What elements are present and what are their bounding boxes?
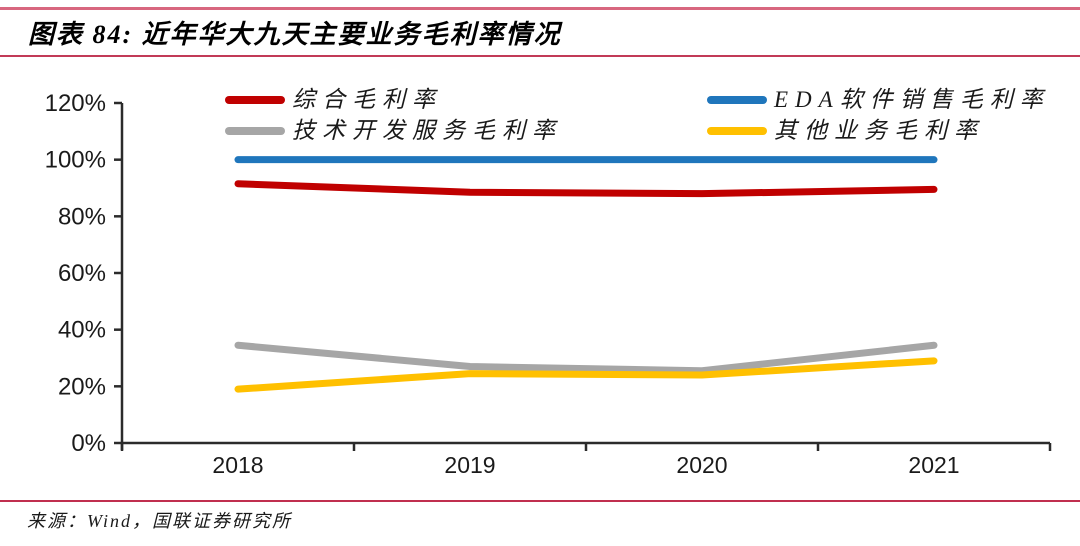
top-divider (0, 7, 1080, 10)
figure-title: 图表 84: 近年华大九天主要业务毛利率情况 (28, 20, 562, 49)
y-tick-label: 60% (58, 260, 106, 287)
y-tick-label: 0% (71, 430, 106, 457)
x-tick-label: 2018 (212, 452, 263, 478)
legend-item-eda-software-margin: EDA软件销售毛利率 (707, 87, 1050, 113)
x-tick-label: 2019 (444, 452, 495, 478)
legend-label-composite-margin: 综合毛利率 (292, 87, 442, 112)
series-line-3 (234, 357, 938, 393)
y-tick-label: 100% (45, 147, 106, 174)
y-tick-label: 20% (58, 373, 106, 400)
legend-item-other-business-margin: 其他业务毛利率 (707, 118, 984, 144)
y-tick-label: 80% (58, 203, 106, 230)
series-line-2 (234, 341, 938, 375)
x-tick-label: 2021 (908, 452, 959, 478)
source-note: 来源：Wind，国联证券研究所 (27, 511, 293, 531)
y-tick-label: 120% (45, 90, 106, 117)
title-divider (0, 55, 1080, 57)
legend-label-eda-software-margin: EDA软件销售毛利率 (774, 87, 1050, 112)
legend-swatch-gray-icon (225, 127, 285, 135)
legend-item-composite-margin: 综合毛利率 (225, 87, 442, 113)
y-tick-label: 40% (58, 317, 106, 344)
bottom-divider (0, 500, 1080, 502)
legend-label-tech-dev-service-margin: 技术开发服务毛利率 (292, 118, 562, 143)
legend-swatch-yellow-icon (707, 127, 767, 135)
legend-item-tech-dev-service-margin: 技术开发服务毛利率 (225, 118, 562, 144)
x-tick-label: 2020 (676, 452, 727, 478)
legend-swatch-red-icon (225, 96, 285, 104)
series-line-0 (234, 180, 938, 198)
legend-swatch-blue-icon (707, 96, 767, 104)
legend-label-other-business-margin: 其他业务毛利率 (774, 118, 984, 143)
